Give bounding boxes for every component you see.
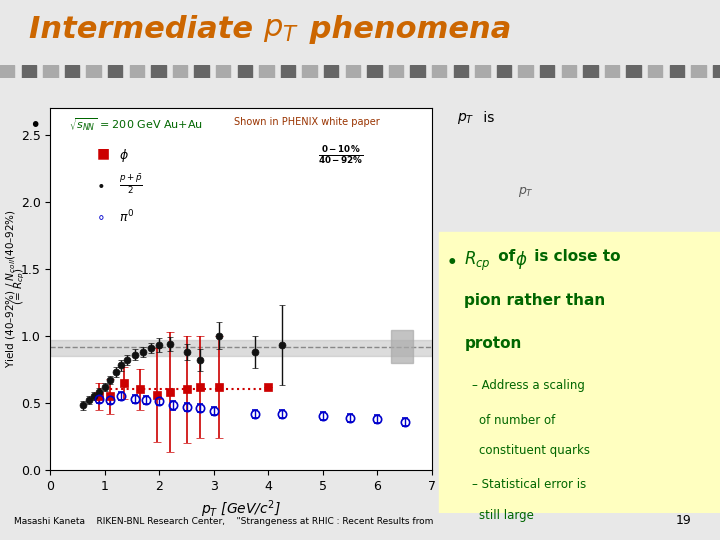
Bar (346, 65, 360, 78)
Bar (108, 65, 122, 78)
Text: – Note : Those are expected to be merged at very high: – Note : Those are expected to be merged… (65, 185, 413, 198)
X-axis label: $p_T$ [GeV/$c^2$]: $p_T$ [GeV/$c^2$] (201, 498, 282, 519)
Bar (238, 65, 252, 78)
Text: – Statistical error is: – Statistical error is (472, 478, 586, 491)
Text: •: • (446, 254, 457, 272)
Bar (367, 65, 382, 78)
Bar (324, 65, 338, 78)
Text: of number of: of number of (479, 414, 555, 427)
Text: $\frac{p+\bar{p}}{2}$: $\frac{p+\bar{p}}{2}$ (119, 172, 143, 195)
Text: Energy loss effect in proton at intermediate: Energy loss effect in proton at intermed… (50, 111, 359, 125)
Text: still large: still large (479, 509, 534, 522)
Bar (259, 65, 274, 78)
Text: different from pion: different from pion (50, 150, 181, 164)
Bar (389, 65, 403, 78)
Text: $\bullet$: $\bullet$ (96, 177, 104, 191)
Text: pion rather than: pion rather than (464, 293, 606, 308)
Bar (0, 65, 14, 78)
Bar (22, 65, 36, 78)
Bar (173, 65, 187, 78)
Text: 19: 19 (675, 514, 691, 526)
Bar (626, 65, 641, 78)
Text: constituent quarks: constituent quarks (479, 444, 590, 457)
Text: Masashi Kaneta    RIKEN-BNL Research Center,    "Strangeness at RHIC : Recent Re: Masashi Kaneta RIKEN-BNL Research Center… (14, 517, 433, 526)
Bar (648, 65, 662, 78)
Bar (670, 65, 684, 78)
Bar (439, 232, 720, 535)
Bar (583, 65, 598, 78)
Text: $p_T$: $p_T$ (457, 111, 474, 126)
Bar (65, 65, 79, 78)
Bar (43, 65, 58, 78)
Bar (410, 65, 425, 78)
Text: phenomena: phenomena (299, 15, 511, 44)
Bar (151, 65, 166, 78)
Text: $\sqrt{s_{NN}}$ = 200 GeV Au+Au: $\sqrt{s_{NN}}$ = 200 GeV Au+Au (69, 117, 204, 133)
Bar (391, 330, 413, 362)
Bar (454, 65, 468, 78)
Text: $R_{cp}$: $R_{cp}$ (464, 249, 491, 273)
Bar (216, 65, 230, 78)
Bar (50, 340, 432, 356)
Bar (194, 65, 209, 78)
Text: of: of (493, 249, 521, 265)
Text: $\phi$: $\phi$ (119, 146, 129, 164)
Text: Intermediate: Intermediate (29, 15, 264, 44)
Text: – Address a scaling: – Address a scaling (472, 379, 585, 392)
Bar (130, 65, 144, 78)
Text: $p_T$: $p_T$ (518, 185, 534, 199)
Bar (713, 65, 720, 78)
Text: $\blacksquare$: $\blacksquare$ (96, 148, 110, 162)
Text: $p_T$: $p_T$ (263, 15, 299, 44)
Bar (281, 65, 295, 78)
Text: (= $R_{cp}$): (= $R_{cp}$) (13, 268, 27, 305)
Text: $\pi^0$: $\pi^0$ (119, 208, 134, 225)
Text: is: is (479, 111, 494, 125)
Bar (540, 65, 554, 78)
Text: is close to: is close to (529, 249, 621, 265)
Bar (86, 65, 101, 78)
Bar (605, 65, 619, 78)
Bar (475, 65, 490, 78)
Bar (691, 65, 706, 78)
Text: Shown in PHENIX white paper: Shown in PHENIX white paper (233, 117, 379, 127)
Bar (497, 65, 511, 78)
Bar (518, 65, 533, 78)
Text: $\circ$: $\circ$ (96, 210, 104, 224)
Bar (562, 65, 576, 78)
Bar (432, 65, 446, 78)
Text: •: • (29, 116, 40, 134)
Text: $\phi$: $\phi$ (515, 249, 527, 272)
Text: $\mathbf{\frac{0-10\%}{40-92\%}}$: $\mathbf{\frac{0-10\%}{40-92\%}}$ (318, 144, 363, 166)
Bar (302, 65, 317, 78)
Text: proton: proton (464, 336, 522, 351)
Y-axis label: Yield (0–10%) / $N_{coll}$(0–10%)
Yield (40–92%) / $N_{coll}$(40–92%): Yield (0–10%) / $N_{coll}$(0–10%) Yield … (0, 210, 18, 368)
